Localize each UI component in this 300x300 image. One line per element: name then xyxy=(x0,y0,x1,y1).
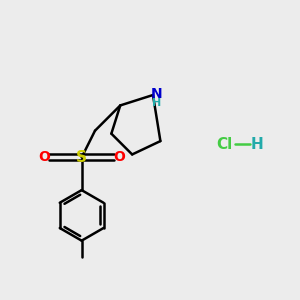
Text: H: H xyxy=(152,98,161,108)
Text: N: N xyxy=(151,86,162,100)
Text: O: O xyxy=(38,150,50,164)
Text: Cl: Cl xyxy=(216,136,232,152)
Text: O: O xyxy=(113,150,125,164)
Text: S: S xyxy=(76,150,87,165)
Text: H: H xyxy=(250,136,263,152)
